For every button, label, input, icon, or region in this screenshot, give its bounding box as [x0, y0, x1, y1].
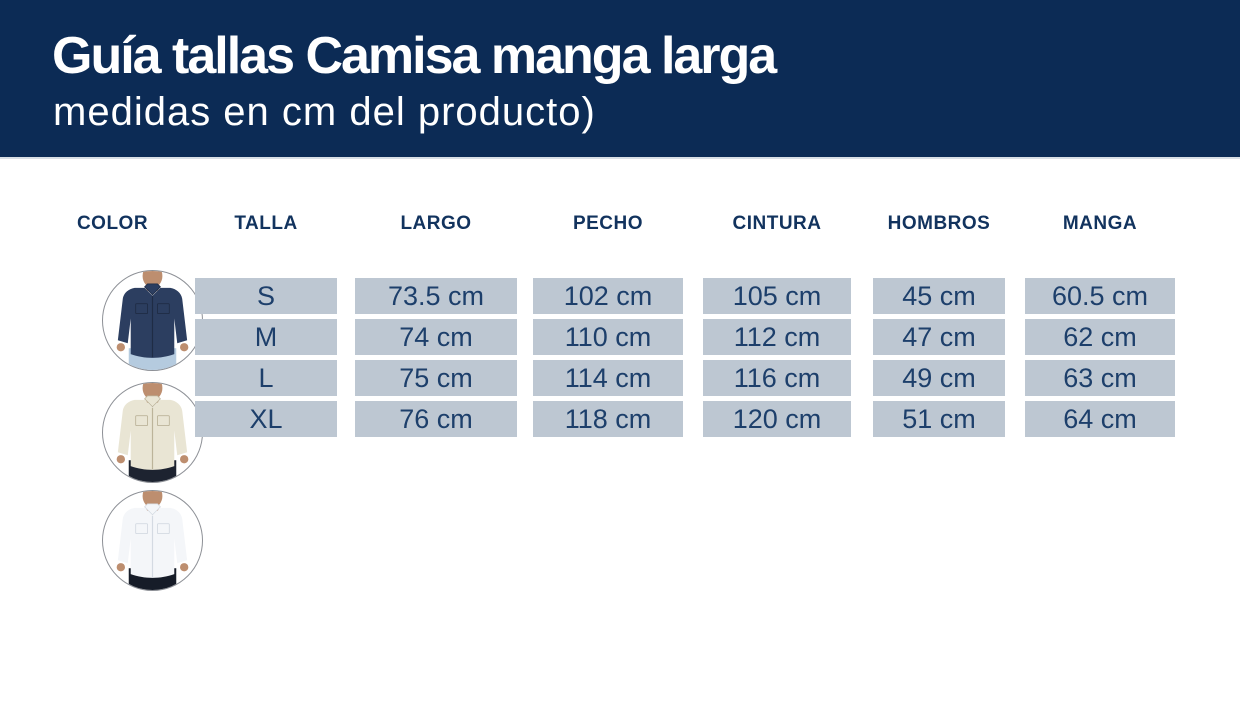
cell-talla-xl: XL [195, 401, 337, 437]
page-subtitle: medidas en cm del producto) [53, 90, 596, 134]
cell-manga-m: 62 cm [1025, 319, 1175, 355]
color-swatch-beige [102, 382, 203, 483]
shirt-pocket-right [157, 523, 170, 535]
shirt-pocket-left [135, 303, 148, 315]
column-header-largo: LARGO [400, 213, 472, 234]
cell-hombros-s: 45 cm [873, 278, 1005, 314]
column-header-pecho: PECHO [572, 213, 644, 234]
model-hand-left [116, 455, 125, 464]
cell-largo-s: 73.5 cm [355, 278, 517, 314]
column-header-hombros: HOMBROS [887, 213, 991, 234]
shirt-collar [144, 503, 161, 516]
cell-talla-m: M [195, 319, 337, 355]
cell-largo-m: 74 cm [355, 319, 517, 355]
column-header-talla: TALLA [234, 213, 298, 234]
shirt-pocket-left [135, 523, 148, 535]
cell-pecho-l: 114 cm [533, 360, 683, 396]
shirt-pocket-left [135, 415, 148, 427]
column-largo: LARGO 73.5 cm 74 cm 75 cm 76 cm [355, 0, 517, 720]
cell-manga-s: 60.5 cm [1025, 278, 1175, 314]
cell-pecho-m: 110 cm [533, 319, 683, 355]
model-hand-left [116, 343, 125, 352]
column-header-manga: MANGA [1062, 213, 1138, 234]
cell-talla-s: S [195, 278, 337, 314]
header-banner: Guía tallas Camisa manga larga medidas e… [0, 0, 1240, 159]
column-hombros: HOMBROS 45 cm 47 cm 49 cm 51 cm [873, 0, 1005, 720]
model-hand-left [116, 563, 125, 572]
shirt-collar [144, 283, 161, 296]
model-hand-right [180, 563, 189, 572]
white-shirt-photo [116, 491, 189, 590]
model-hand-right [180, 343, 189, 352]
color-swatch-navy [102, 270, 203, 371]
cell-cintura-l: 116 cm [703, 360, 851, 396]
column-cintura: CINTURA 105 cm 112 cm 116 cm 120 cm [703, 0, 851, 720]
column-manga: MANGA 60.5 cm 62 cm 63 cm 64 cm [1025, 0, 1175, 720]
cell-manga-xl: 64 cm [1025, 401, 1175, 437]
shirt-pocket-right [157, 415, 170, 427]
cell-largo-l: 75 cm [355, 360, 517, 396]
cell-largo-xl: 76 cm [355, 401, 517, 437]
cell-hombros-l: 49 cm [873, 360, 1005, 396]
cell-hombros-m: 47 cm [873, 319, 1005, 355]
cell-hombros-xl: 51 cm [873, 401, 1005, 437]
model-hand-right [180, 455, 189, 464]
shirt-collar [144, 395, 161, 408]
navy-shirt-photo [116, 271, 189, 370]
column-header-color: COLOR [76, 213, 149, 234]
column-pecho: PECHO 102 cm 110 cm 114 cm 118 cm [533, 0, 683, 720]
cell-cintura-s: 105 cm [703, 278, 851, 314]
column-header-cintura: CINTURA [732, 213, 822, 234]
cell-cintura-m: 112 cm [703, 319, 851, 355]
cell-manga-l: 63 cm [1025, 360, 1175, 396]
cell-pecho-xl: 118 cm [533, 401, 683, 437]
page-title: Guía tallas Camisa manga larga [52, 27, 777, 85]
color-swatch-white [102, 490, 203, 591]
beige-shirt-photo [116, 383, 189, 482]
cell-cintura-xl: 120 cm [703, 401, 851, 437]
cell-talla-l: L [195, 360, 337, 396]
shirt-pocket-right [157, 303, 170, 315]
cell-pecho-s: 102 cm [533, 278, 683, 314]
column-talla: TALLA S M L XL [195, 0, 337, 720]
column-color: COLOR [40, 0, 203, 720]
